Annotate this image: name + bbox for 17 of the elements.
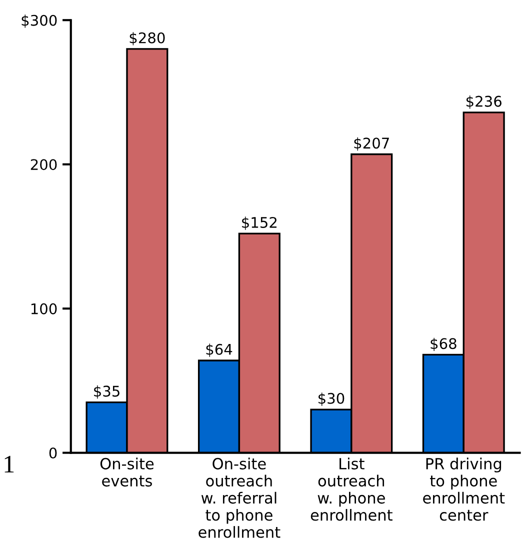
data-label: $64 [206, 344, 232, 357]
x-tick-label: PR driving to phone enrollment center [423, 458, 505, 521]
text: 1 [4, 456, 14, 472]
y-tick-label: 100 [31, 303, 57, 314]
data-label: $207 [354, 137, 389, 151]
data-label: $152 [242, 216, 276, 230]
y-tick-label: 0 [49, 448, 57, 459]
x-tick-label: On-site events [100, 458, 154, 487]
data-label: $35 [94, 385, 120, 399]
x-tick-label: List outreach w. phone enrollment [310, 458, 392, 521]
data-label: $30 [318, 392, 344, 406]
y-tick-label: $300 [22, 14, 57, 28]
data-label: $236 [466, 96, 502, 109]
data-label: $68 [430, 338, 456, 352]
data-label: $280 [130, 32, 165, 46]
y-tick-label: 200 [30, 159, 57, 170]
x-tick-label: On-site outreach w. referral to phone enrollment [198, 458, 280, 538]
